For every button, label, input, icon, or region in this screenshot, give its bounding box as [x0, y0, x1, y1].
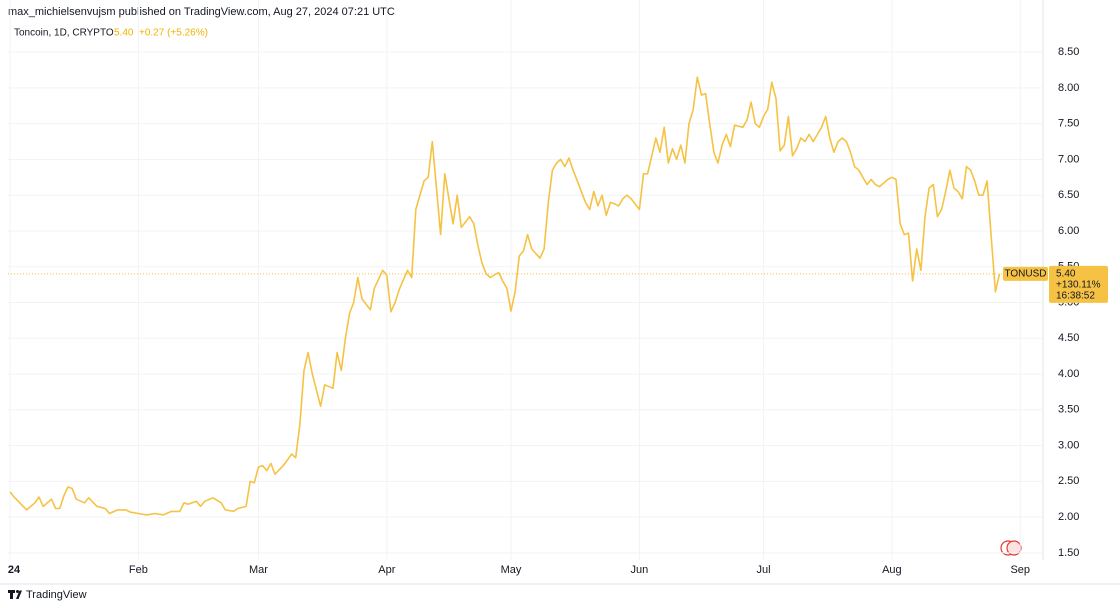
legend-change: +0.27 (+5.26%) — [139, 28, 208, 39]
legend-symbol: Toncoin, 1D, CRYPTO — [14, 28, 114, 39]
y-tick-label: 2.00 — [1058, 511, 1079, 523]
x-tick-label: 24 — [8, 564, 21, 576]
legend-price: 5.40 — [114, 28, 134, 39]
publisher-note: max_michielsenvujsm published on Trading… — [8, 6, 395, 18]
y-tick-label: 3.00 — [1058, 439, 1079, 451]
symbol-tag — [1003, 266, 1048, 281]
price-tag-countdown: 16:38:52 — [1056, 291, 1095, 302]
y-tick-label: 7.00 — [1058, 153, 1079, 165]
y-tick-label: 4.50 — [1058, 332, 1079, 344]
y-tick-label: 6.00 — [1058, 225, 1079, 237]
flag-icon — [1000, 540, 1022, 556]
price-tag-price: 5.40 — [1056, 269, 1076, 280]
y-tick-label: 4.00 — [1058, 368, 1079, 380]
brand-name: TradingView — [26, 589, 87, 601]
x-tick-label: Mar — [249, 564, 268, 576]
symbol-tag-text: TONUSD — [1004, 269, 1046, 280]
y-tick-label: 1.50 — [1058, 547, 1079, 559]
x-tick-label: Feb — [129, 564, 148, 576]
x-tick-label: Apr — [378, 564, 395, 576]
price-tag — [1049, 265, 1108, 303]
price-tag-change: +130.11% — [1056, 280, 1101, 291]
x-tick-label: Sep — [1010, 564, 1030, 576]
brand-logo — [8, 590, 22, 599]
x-tick-label: Aug — [882, 564, 902, 576]
y-tick-label: 7.50 — [1058, 118, 1079, 130]
grid — [8, 0, 1043, 560]
price-line — [9, 76, 1001, 516]
x-tick-label: Jul — [757, 564, 771, 576]
y-tick-label: 6.50 — [1058, 189, 1079, 201]
y-tick-label: 8.50 — [1058, 46, 1079, 58]
y-tick-label: 2.50 — [1058, 475, 1079, 487]
x-tick-label: Jun — [630, 564, 648, 576]
y-tick-label: 3.50 — [1058, 404, 1079, 416]
y-tick-label: 8.00 — [1058, 82, 1079, 94]
x-tick-label: May — [501, 564, 522, 576]
